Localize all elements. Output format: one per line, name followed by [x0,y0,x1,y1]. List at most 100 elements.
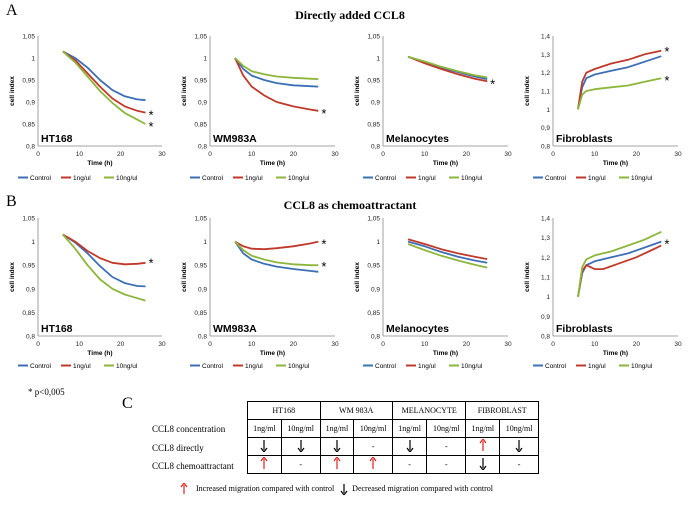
up-arrow-icon [465,437,501,456]
x-tick-label: 10 [591,151,599,158]
x-tick-label: 0 [208,341,212,348]
y-tick-label: 0,95 [194,78,207,85]
panel-letter-c: C [122,395,133,412]
series-line [62,233,146,288]
x-tick-label: 20 [463,151,471,158]
legend-entry: Control [202,363,224,370]
y-tick-label: 0,95 [367,78,380,85]
chart-panel: 0,8 0,85 0,9 0,95 1 1,05 0 10 20 30 Time (h) cell i… [181,34,339,183]
y-tick-label: 1,2 [541,70,550,77]
row-label-concentration: CCL8 concentration [152,424,226,434]
y-tick-label: 0,9 [541,314,550,321]
conc-cell: 1ng/ml [319,419,355,438]
chart-panel: 0,8 0,85 0,9 0,95 1 1,05 0 10 20 30 Time (h) cell i… [354,216,512,371]
y-axis-label: cell index [181,262,188,292]
legend-entry: 1ng/ul [418,363,436,370]
down-arrow-icon [465,455,501,474]
series-line [234,240,319,267]
up-arrow-icon [247,455,282,474]
down-arrow-icon [280,437,321,456]
x-tick-label: 20 [463,341,471,348]
row-label-directly: CCL8 directly [152,443,204,453]
y-axis-label: cell index [354,76,361,106]
x-tick-label: 0 [551,341,555,348]
x-tick-label: 0 [381,341,385,348]
y-tick-label: 0,85 [194,122,207,129]
legend-entry: 1ng/ul [588,363,606,370]
x-tick-label: 30 [674,341,682,348]
series-line [407,55,488,79]
significance-asterisk: * [664,44,669,59]
legend-entry: 1ng/ul [245,175,263,182]
x-axis-label: Time (h) [603,350,628,357]
x-tick-label: 0 [208,151,212,158]
panel-cell-label: HT168 [41,323,73,335]
no-change-cell: - [499,455,539,474]
y-tick-label: 0,95 [194,263,207,270]
y-tick-label: 0,8 [198,334,207,341]
x-tick-label: 30 [674,151,682,158]
legend-entry: 10ng/ul [288,363,310,370]
legend-entry: Control [545,175,567,182]
legend-entry: 1ng/ul [245,363,263,370]
x-tick-label: 10 [591,341,599,348]
x-tick-label: 20 [290,341,298,348]
y-axis-label: cell index [181,76,188,106]
up-arrow-icon [319,455,355,474]
legend-entry: 1ng/ul [588,175,606,182]
y-tick-label: 1 [203,56,207,63]
y-tick-label: 0,8 [371,334,380,341]
x-tick-label: 10 [76,151,84,158]
significance-asterisk: * [664,237,669,252]
legend-entry: Control [375,175,397,182]
down-arrow-icon [499,437,539,456]
chart-panel: 0,8 0,85 0,9 0,95 1 1,05 0 10 20 30 Time (h) cell i… [354,34,512,183]
x-tick-label: 0 [36,341,40,348]
x-tick-label: 30 [158,151,166,158]
legend-entry: 10ng/ul [461,363,483,370]
legend-entry: Control [375,363,397,370]
panel-cell-label: WM983A [213,133,257,145]
x-tick-label: 30 [158,341,166,348]
y-tick-label: 1,05 [22,216,35,223]
series-line [62,50,146,102]
y-tick-label: 0,9 [371,100,380,107]
y-tick-label: 0,85 [22,122,35,129]
series-line [62,233,146,266]
legend-entry: 10ng/ul [288,175,310,182]
y-axis-label: cell index [524,262,531,292]
group-header: MELANOCYTE [391,401,467,420]
y-tick-label: 1,05 [367,216,380,223]
y-tick-label: 0,9 [26,286,35,293]
x-tick-label: 10 [248,341,256,348]
y-tick-label: 1,3 [541,52,550,59]
x-axis-label: Time (h) [433,160,458,167]
y-tick-label: 0,8 [541,334,550,341]
x-tick-label: 30 [504,151,512,158]
x-tick-label: 20 [290,151,298,158]
y-tick-label: 0,95 [22,78,35,85]
up-arrow-icon [180,482,188,494]
conc-cell: 10ng/ml [280,419,321,438]
significance-asterisk: * [321,106,326,121]
x-tick-label: 0 [551,151,555,158]
legend-entry: Control [30,363,52,370]
legend-entry: 1ng/ul [73,175,91,182]
series-line [407,238,488,260]
row-label-chemoattractant: CCL8 chemoattractant [152,461,234,471]
y-tick-label: 0,9 [198,100,207,107]
x-axis-label: Time (h) [260,160,285,167]
y-tick-label: 0,9 [371,286,380,293]
series-line [577,244,662,297]
series-line [62,50,146,125]
series-line [234,57,319,88]
x-tick-label: 0 [36,151,40,158]
panel-cell-label: HT168 [41,133,73,145]
y-tick-label: 1,1 [541,275,550,282]
series-line [234,57,319,112]
y-tick-label: 1,1 [541,89,550,96]
y-tick-label: 0,85 [22,310,35,317]
series-line [407,240,488,264]
no-change-cell: - [426,455,467,474]
y-tick-label: 1,05 [194,34,207,41]
